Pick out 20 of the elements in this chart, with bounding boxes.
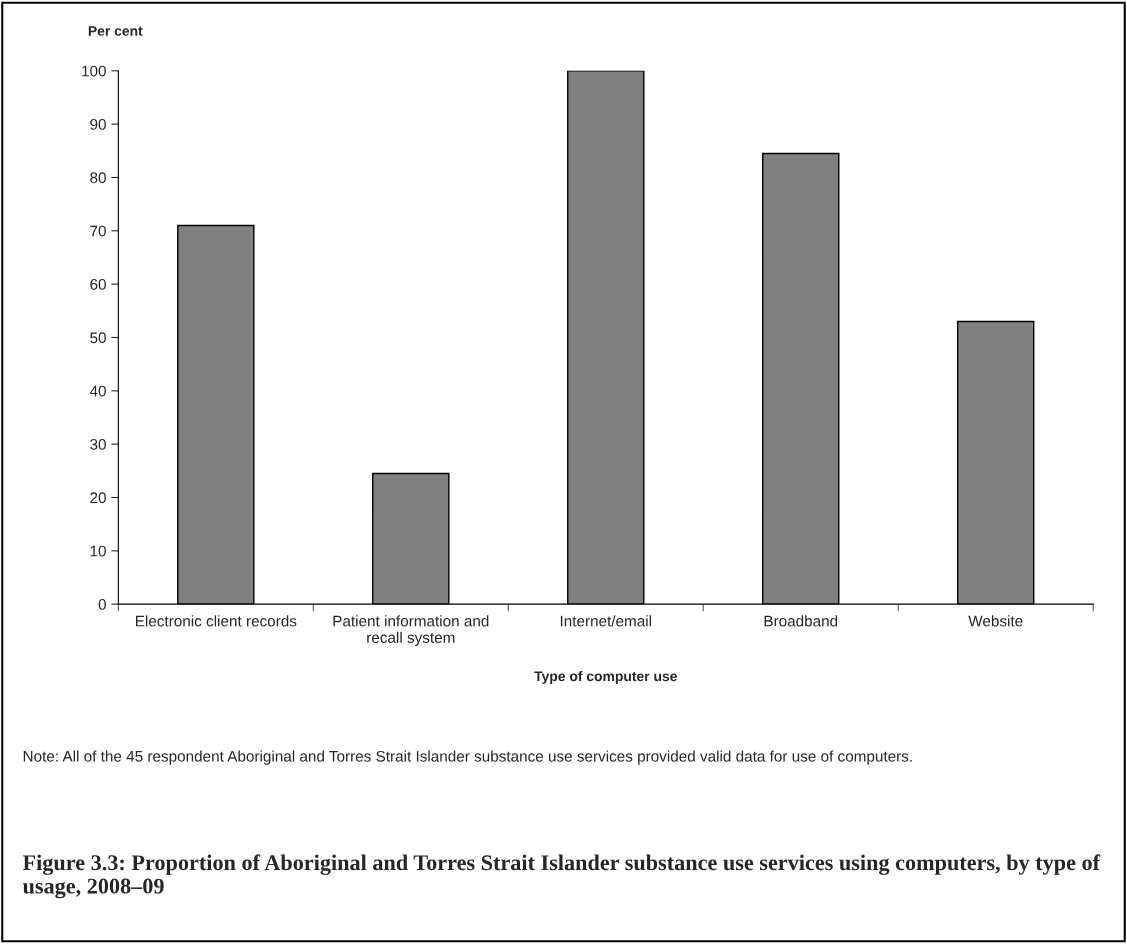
y-tick-label: 80 [90,172,106,184]
y-tick-label: 90 [90,119,106,130]
y-tick-label: 20 [90,492,106,504]
y-tick-label: 30 [90,439,106,450]
y-tick-label: 10 [90,545,106,557]
x-tick-label: Patient information and recall system [333,615,489,646]
y-tick-label: 100 [82,65,106,77]
x-tick-label: Electronic client records [135,615,297,627]
x-tick-label: Internet/email [560,615,652,627]
text: Figure 3.3: Proportion of Aboriginal and Torres Strait Islander substance use services using computers, by type of usage, 2008–09 [22,854,1101,899]
x-tick-label: Website [968,615,1023,627]
y-tick-label: 40 [89,385,106,397]
x-tick-label: Broadband [764,615,838,627]
y-tick-label: 70 [90,225,106,237]
x-axis-title: Type of computer use [534,670,677,684]
text: Note: All of the 45 respondent Aboriginal and Torres Strait Islander substance use services provided valid data for use of computers. [23,750,912,765]
y-tick-label: 50 [90,332,106,344]
y-tick-label: 60 [90,279,106,290]
y-axis-title: Per cent [88,26,143,36]
y-tick-label: 0 [98,599,106,610]
